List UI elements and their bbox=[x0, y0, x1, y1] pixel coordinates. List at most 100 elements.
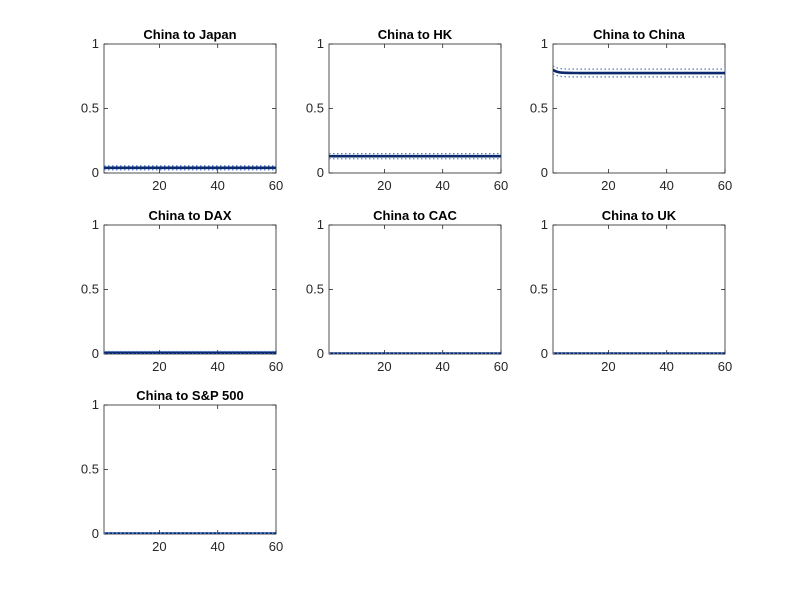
series-point bbox=[610, 352, 613, 354]
series-point bbox=[476, 155, 479, 158]
series-point bbox=[386, 352, 389, 354]
series-point bbox=[712, 71, 715, 75]
series-point bbox=[178, 351, 181, 354]
series-point bbox=[499, 155, 501, 158]
series-point bbox=[691, 71, 695, 75]
series-point bbox=[213, 351, 216, 354]
series-point bbox=[686, 71, 689, 75]
series-point bbox=[377, 155, 380, 158]
series-point bbox=[459, 155, 462, 158]
series-point bbox=[441, 155, 444, 158]
y-tick-label: 1 bbox=[317, 36, 324, 51]
y-tick-label: 1 bbox=[92, 217, 99, 232]
series-point bbox=[105, 532, 109, 534]
x-tick-label: 40 bbox=[659, 359, 673, 374]
series-point bbox=[161, 532, 164, 534]
y-tick-label: 1 bbox=[317, 217, 324, 232]
series-point bbox=[123, 351, 126, 354]
series-point bbox=[155, 351, 158, 354]
series-point bbox=[563, 71, 566, 74]
series-point bbox=[190, 166, 193, 169]
series-point bbox=[630, 352, 633, 354]
series-point bbox=[354, 155, 357, 158]
series-point bbox=[354, 352, 357, 354]
series-point bbox=[158, 532, 161, 534]
y-tick-label: 0.5 bbox=[306, 282, 324, 297]
series-point bbox=[453, 155, 456, 158]
series-point bbox=[586, 71, 590, 75]
series-point bbox=[245, 532, 248, 534]
series-point bbox=[169, 532, 173, 534]
series-point bbox=[697, 71, 700, 75]
series-point bbox=[271, 166, 275, 169]
series-point bbox=[482, 155, 485, 158]
subplot-title: China to Japan bbox=[143, 27, 236, 42]
series-point bbox=[260, 351, 263, 354]
series-point bbox=[245, 166, 248, 169]
series-point bbox=[636, 71, 639, 75]
series-point bbox=[114, 351, 117, 354]
series-point bbox=[149, 166, 152, 169]
series-point bbox=[257, 166, 260, 169]
y-tick-label: 0 bbox=[317, 165, 324, 180]
series-point bbox=[586, 352, 590, 354]
x-tick-label: 40 bbox=[210, 539, 224, 554]
series-point bbox=[260, 166, 263, 169]
series-point bbox=[228, 166, 231, 169]
series-line-upper-band bbox=[553, 65, 725, 70]
series-point bbox=[254, 166, 257, 169]
series-point bbox=[371, 155, 374, 158]
series-point bbox=[488, 155, 491, 158]
series-point bbox=[114, 166, 117, 169]
x-tick-label: 40 bbox=[435, 359, 449, 374]
x-tick-label: 60 bbox=[718, 359, 732, 374]
series-point bbox=[169, 166, 173, 169]
x-tick-label: 20 bbox=[601, 359, 615, 374]
subplot-title: China to DAX bbox=[148, 208, 231, 223]
series-point bbox=[269, 351, 272, 354]
series-point bbox=[686, 352, 689, 354]
series-point bbox=[219, 166, 222, 169]
series-point bbox=[216, 351, 219, 354]
series-point bbox=[601, 71, 604, 75]
series-point bbox=[383, 155, 386, 158]
series-point bbox=[639, 71, 642, 75]
series-point bbox=[383, 352, 386, 354]
series-point bbox=[598, 71, 601, 75]
series-point bbox=[418, 352, 421, 354]
series-point bbox=[108, 166, 111, 169]
series-point bbox=[688, 71, 692, 75]
series-point bbox=[351, 155, 354, 158]
series-point bbox=[491, 155, 494, 158]
axes-box bbox=[103, 43, 277, 174]
series-point bbox=[412, 155, 415, 158]
series-point bbox=[196, 351, 199, 354]
series-point bbox=[342, 155, 345, 158]
series-point bbox=[415, 155, 418, 158]
series-point bbox=[225, 166, 228, 169]
x-tick-label: 60 bbox=[269, 178, 283, 193]
x-tick-label: 20 bbox=[601, 178, 615, 193]
axes-box bbox=[328, 43, 502, 174]
series-point bbox=[653, 71, 657, 75]
series-point bbox=[245, 351, 248, 354]
subplot-title: China to China bbox=[593, 27, 685, 42]
series-point bbox=[595, 71, 598, 75]
series-point bbox=[274, 166, 276, 169]
series-point bbox=[269, 166, 272, 169]
y-tick-label: 0 bbox=[541, 165, 548, 180]
series-point bbox=[496, 155, 500, 158]
series-point bbox=[351, 352, 354, 354]
series-point bbox=[645, 71, 648, 75]
series-point bbox=[621, 71, 625, 75]
series-point bbox=[482, 352, 485, 354]
series-point bbox=[330, 352, 334, 354]
series-point bbox=[266, 166, 269, 169]
series-point bbox=[491, 352, 494, 354]
series-point bbox=[129, 166, 132, 169]
series-point bbox=[386, 155, 389, 158]
series-point bbox=[146, 351, 149, 354]
series-point bbox=[242, 166, 246, 169]
y-tick-label: 0 bbox=[92, 526, 99, 541]
